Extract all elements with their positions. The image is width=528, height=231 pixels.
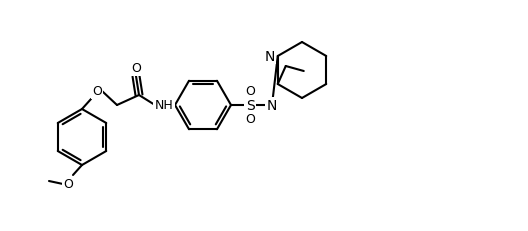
Text: S: S xyxy=(246,99,254,112)
Text: N: N xyxy=(267,99,277,112)
Text: NH: NH xyxy=(155,99,173,112)
Text: N: N xyxy=(265,50,275,64)
Text: O: O xyxy=(245,85,255,98)
Text: O: O xyxy=(63,178,73,191)
Text: O: O xyxy=(245,113,255,126)
Text: O: O xyxy=(92,85,102,98)
Text: O: O xyxy=(131,62,141,75)
